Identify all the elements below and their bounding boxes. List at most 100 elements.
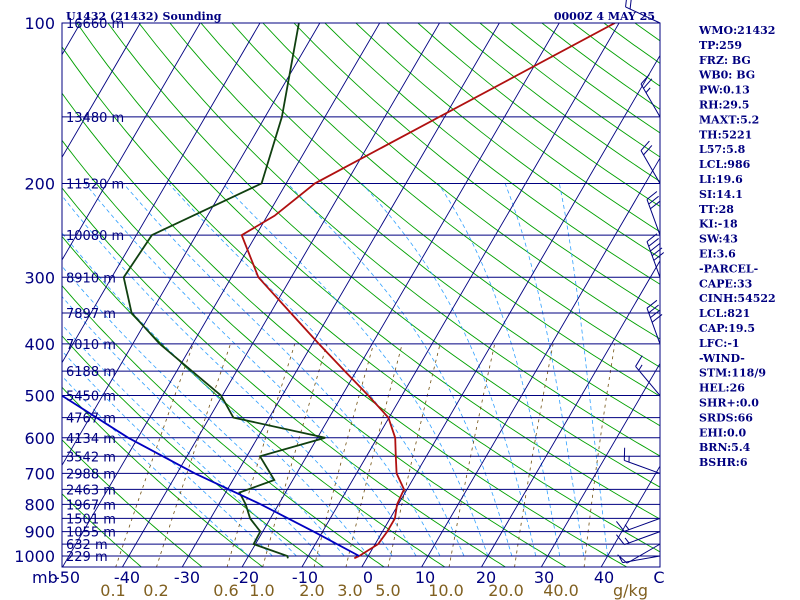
wind-barb-flag xyxy=(616,521,625,532)
wind-barb-flag xyxy=(651,314,663,323)
temperature-tick-label: 40 xyxy=(594,568,614,587)
isotherm-line xyxy=(301,23,620,567)
moist-adiabat-line xyxy=(437,183,561,557)
stability-index-item: HEL:26 xyxy=(699,382,745,395)
wind-barb-flag xyxy=(651,247,663,257)
dry-adiabat-line xyxy=(62,386,264,567)
temperature-tick-label: -10 xyxy=(292,568,318,587)
pressure-tick-label: 900 xyxy=(24,523,55,542)
wind-barb-flag xyxy=(648,238,659,247)
stability-index-item: CAP:19.5 xyxy=(699,322,755,335)
wind-barbs xyxy=(616,0,665,567)
wind-barb-flag xyxy=(625,0,627,7)
chart-grid xyxy=(62,23,660,567)
isotherm-line xyxy=(62,23,201,261)
mixing-ratio-line xyxy=(156,343,231,567)
height-label: 4767 m xyxy=(66,412,116,427)
wind-barb-staff xyxy=(625,6,661,24)
isotherm-line xyxy=(361,54,660,567)
pressure-tick-label: 600 xyxy=(24,429,55,448)
dry-adiabat-line xyxy=(541,23,660,110)
stability-index-item: KI:-18 xyxy=(699,218,738,231)
height-label: 1501 m xyxy=(66,512,116,527)
isotherm-line xyxy=(62,23,261,364)
wind-barb-flag xyxy=(624,524,630,530)
pressure-tick-label: 200 xyxy=(24,174,55,193)
dewpoint-profile-line xyxy=(122,23,326,559)
isotherm-line xyxy=(600,465,660,567)
mixing-ratio-line xyxy=(583,343,616,567)
stability-index-item: MAXT:5.2 xyxy=(699,113,759,126)
isotherm-line xyxy=(540,362,660,567)
height-label: 7897 m xyxy=(66,307,116,322)
mixing-ratio-line xyxy=(448,343,496,567)
moist-adiabat-line xyxy=(558,183,608,557)
wind-barb xyxy=(635,355,661,396)
stability-index-item: SRDS:66 xyxy=(699,411,753,424)
parcel-path-line xyxy=(62,394,360,557)
mixing-ratio-label: 0.2 xyxy=(143,581,168,600)
stability-index-item: SHR+:0.0 xyxy=(699,397,759,410)
wind-barb xyxy=(619,555,661,564)
mixing-ratio-line xyxy=(115,343,194,567)
wind-barb xyxy=(623,447,661,474)
temperature-tick-label: C xyxy=(653,568,664,587)
height-label: 13480 m xyxy=(66,111,124,126)
wind-barb-staff xyxy=(624,459,661,474)
chart-time: 0000Z 4 MAY 25 xyxy=(554,10,655,23)
wind-barb-flag xyxy=(635,355,643,367)
height-label: 6188 m xyxy=(66,365,116,380)
temperature-tick-label: 10 xyxy=(415,568,435,587)
height-label: 2463 m xyxy=(66,483,116,498)
wind-barb-staff xyxy=(635,366,661,396)
wind-barb-staff xyxy=(626,543,661,564)
stability-index-item: STM:118/9 xyxy=(699,367,766,380)
mixing-ratio-line xyxy=(387,343,441,567)
pressure-tick-label: 500 xyxy=(24,387,55,406)
stability-index-item: CINH:54522 xyxy=(699,292,776,305)
plot-frame xyxy=(61,22,661,568)
wind-barb-flag xyxy=(640,140,650,151)
wind-barb-flag xyxy=(629,0,632,10)
mixing-ratio-line xyxy=(345,343,403,567)
wind-barb-flag xyxy=(638,364,643,371)
wind-barb xyxy=(646,299,663,345)
wind-barb-flag xyxy=(646,299,658,309)
isotherm-line xyxy=(241,23,560,567)
isotherm-line xyxy=(62,23,321,467)
isotherm-line xyxy=(62,23,381,567)
wind-barb xyxy=(625,0,661,24)
stability-index-item: PW:0.13 xyxy=(699,84,750,97)
mixing-ratio-line xyxy=(226,343,296,567)
isotherm-line xyxy=(62,23,141,159)
dry-adiabat-line xyxy=(62,493,143,567)
height-label: 7010 m xyxy=(66,338,116,353)
wind-barb xyxy=(616,531,661,546)
mixing-ratio-label: 5.0 xyxy=(375,581,400,600)
wind-barb-flag xyxy=(616,534,625,545)
wind-barb-staff xyxy=(640,83,661,118)
temperature-profile-line xyxy=(240,23,616,560)
dry-adiabat-line xyxy=(603,23,660,64)
mixing-ratio-label: 0.1 xyxy=(100,581,125,600)
pressure-tick-label: 100 xyxy=(24,14,55,33)
height-label: 5450 m xyxy=(66,390,116,405)
mixing-ratio-line xyxy=(262,343,328,567)
wind-barb-staff xyxy=(640,150,661,184)
stability-index-item: EI:3.6 xyxy=(699,248,736,261)
stability-index-item: TT:28 xyxy=(699,203,734,216)
wind-barb xyxy=(646,233,665,278)
mixing-ratio-label: 1.0 xyxy=(249,581,274,600)
height-label: 8910 m xyxy=(66,271,116,286)
wind-barb-flag xyxy=(648,195,659,205)
temperature-tick-label: -40 xyxy=(114,568,140,587)
height-label: 1055 m xyxy=(66,526,116,541)
stability-index-item: WMO:21432 xyxy=(698,24,775,37)
wind-barb-flag xyxy=(645,87,651,93)
dry-adiabat-line xyxy=(62,439,203,567)
stability-index-item: LCL:821 xyxy=(699,307,750,320)
pressure-tick-label: 300 xyxy=(24,268,55,287)
moist-adiabat-line xyxy=(62,265,345,557)
mixing-ratio-label: 0.6 xyxy=(213,581,238,600)
